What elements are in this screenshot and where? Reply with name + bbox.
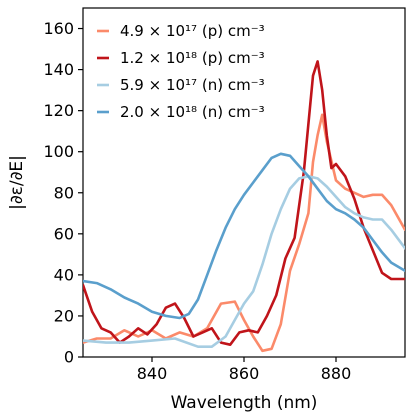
x-tick-label: 880 xyxy=(321,364,352,383)
series-line-4 xyxy=(83,152,405,320)
series-line-1 xyxy=(83,113,405,353)
y-axis-ticks: 0 20 40 60 80 100 120 140 160 xyxy=(43,19,83,367)
y-tick-label: 140 xyxy=(43,60,74,79)
y-tick-label: 20 xyxy=(54,306,74,325)
y-tick-label: 100 xyxy=(43,142,74,161)
series-layer xyxy=(83,60,405,353)
legend-label: 4.9 × 10¹⁷ (p) cm⁻³ xyxy=(120,22,265,40)
x-axis-ticks: 840 860 880 xyxy=(137,357,352,383)
y-tick-label: 160 xyxy=(43,19,74,38)
y-tick-label: 120 xyxy=(43,101,74,120)
series-line-2 xyxy=(83,60,405,347)
legend-label: 2.0 × 10¹⁸ (n) cm⁻³ xyxy=(120,103,265,121)
x-tick-label: 840 xyxy=(137,364,168,383)
legend: 4.9 × 10¹⁷ (p) cm⁻³ 1.2 × 10¹⁸ (p) cm⁻³ 5.… xyxy=(97,22,265,121)
legend-label: 5.9 × 10¹⁷ (n) cm⁻³ xyxy=(120,76,265,94)
y-tick-label: 80 xyxy=(54,183,74,202)
legend-label: 1.2 × 10¹⁸ (p) cm⁻³ xyxy=(120,49,265,67)
x-tick-label: 860 xyxy=(229,364,260,383)
y-tick-label: 60 xyxy=(54,224,74,243)
y-tick-label: 0 xyxy=(64,348,74,367)
x-axis-label: Wavelength (nm) xyxy=(171,393,318,413)
series-line-3 xyxy=(83,175,405,349)
y-tick-label: 40 xyxy=(54,265,74,284)
y-axis-label: |∂ε/∂E| xyxy=(7,155,27,210)
